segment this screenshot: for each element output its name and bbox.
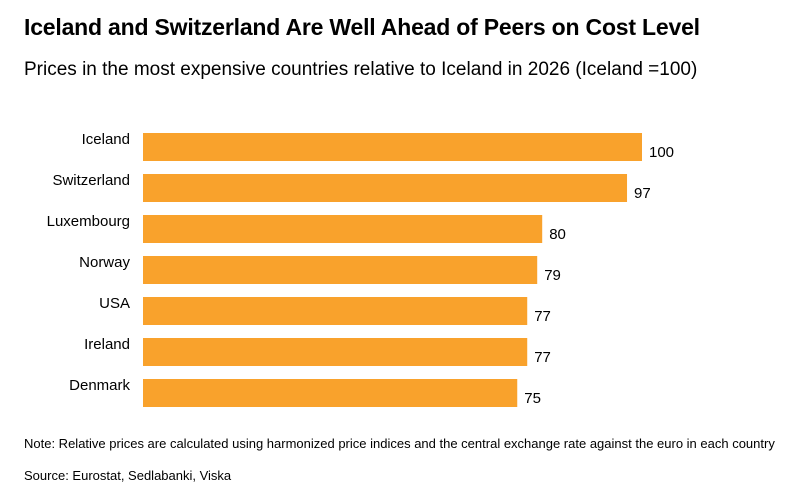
value-label-norway: 79 xyxy=(544,267,561,284)
value-label-denmark: 75 xyxy=(524,390,541,407)
value-label-iceland: 100 xyxy=(649,144,674,161)
category-label-ireland: Ireland xyxy=(84,336,130,353)
value-label-switzerland: 97 xyxy=(634,185,651,202)
bar-ireland xyxy=(143,338,528,366)
bar-luxembourg xyxy=(143,215,543,243)
bar-norway xyxy=(143,256,538,284)
value-label-ireland: 77 xyxy=(534,349,551,366)
category-label-denmark: Denmark xyxy=(69,377,130,394)
bar-denmark xyxy=(143,379,518,407)
chart-source: Source: Eurostat, Sedlabanki, Viska xyxy=(24,468,232,483)
bar-iceland xyxy=(143,133,642,161)
bar-usa xyxy=(143,297,528,325)
chart-title: Iceland and Switzerland Are Well Ahead o… xyxy=(24,14,700,40)
category-label-switzerland: Switzerland xyxy=(52,172,130,189)
category-label-usa: USA xyxy=(99,295,130,312)
bar-chart: Iceland 100 Switzerland 97 Luxembourg 80 Norwa… xyxy=(47,131,674,407)
value-label-luxembourg: 80 xyxy=(549,226,566,243)
bar-switzerland xyxy=(143,174,628,202)
category-label-luxembourg: Luxembourg xyxy=(47,213,130,230)
chart-subtitle: Prices in the most expensive countries r… xyxy=(24,59,698,80)
value-label-usa: 77 xyxy=(534,308,551,325)
category-label-norway: Norway xyxy=(79,254,130,271)
category-label-iceland: Iceland xyxy=(82,131,130,148)
chart-note: Note: Relative prices are calculated usi… xyxy=(24,436,775,451)
